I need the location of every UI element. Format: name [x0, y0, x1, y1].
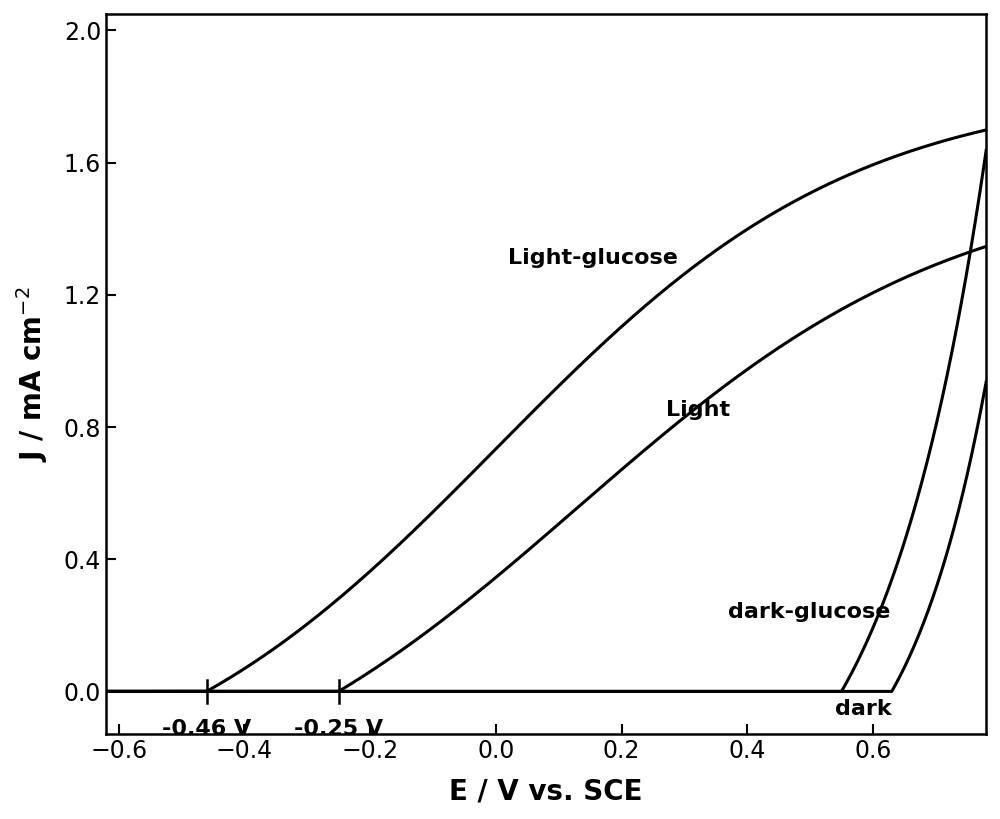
- Y-axis label: J / mA cm$^{-2}$: J / mA cm$^{-2}$: [14, 287, 50, 462]
- Text: -0.46 V: -0.46 V: [162, 719, 251, 740]
- Text: Light-glucose: Light-glucose: [508, 248, 678, 269]
- Text: Light: Light: [666, 400, 730, 420]
- Text: dark-glucose: dark-glucose: [728, 602, 891, 622]
- Text: -0.25 V: -0.25 V: [294, 719, 383, 740]
- Text: dark: dark: [835, 699, 892, 719]
- X-axis label: E / V vs. SCE: E / V vs. SCE: [449, 777, 643, 805]
